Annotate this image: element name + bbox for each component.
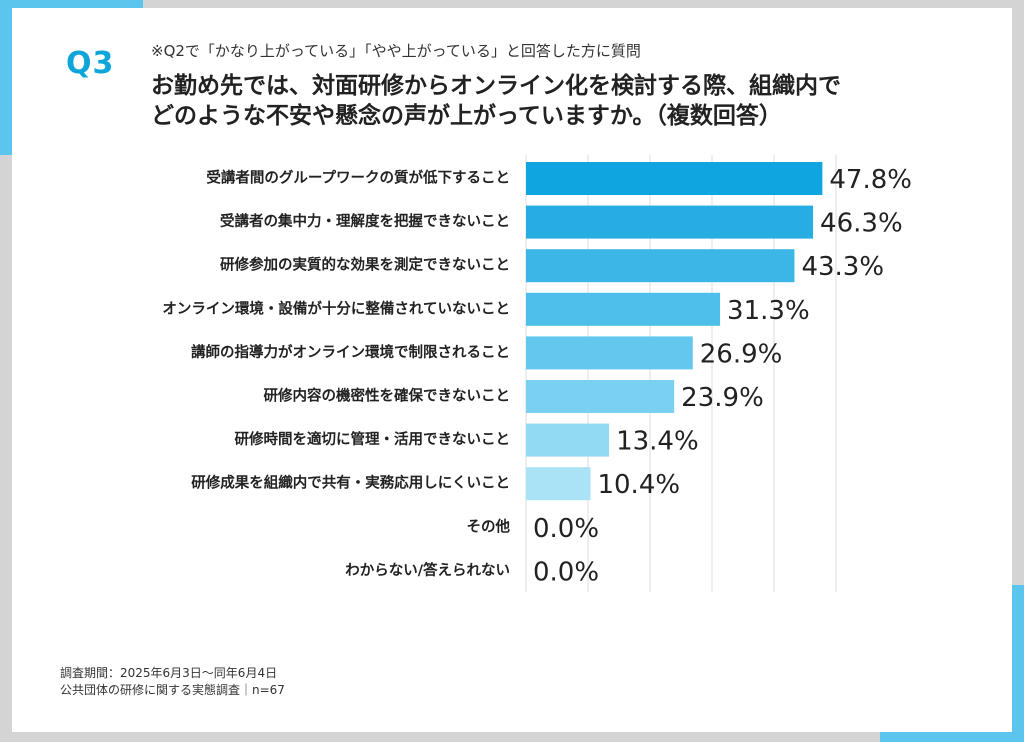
question-text-line-2: どのような不安や懸念の声が上がっていますか。（複数回答） <box>151 103 782 129</box>
bar-2 <box>526 249 795 283</box>
question-note: ※Q2で「かなり上がっている」「やや上がっている」と回答した方に質問 <box>151 42 641 60</box>
content-card <box>12 8 1012 732</box>
bars <box>526 162 823 501</box>
bar-3 <box>526 292 721 326</box>
category-label-6: 研修時間を適切に管理・活用できないこと <box>235 430 511 448</box>
accent-bar-left <box>0 0 12 155</box>
value-label-5: 23.9% <box>681 383 764 413</box>
category-label-4: 講師の指導力がオンライン環境で制限されること <box>191 343 510 361</box>
bar-4 <box>526 336 693 370</box>
category-label-9: わからない/答えられない <box>345 561 510 579</box>
bar-1 <box>526 205 814 239</box>
value-label-1: 46.3% <box>820 209 903 239</box>
question-text-line-1: お勤め先では、対面研修からオンライン化を検討する際、組織内で <box>151 73 841 99</box>
value-label-3: 31.3% <box>727 296 810 326</box>
accent-bar-right <box>1012 585 1024 742</box>
category-label-5: 研修内容の機密性を確保できないこと <box>264 387 511 405</box>
bar-0 <box>526 162 823 195</box>
question-number: Q3 <box>66 46 115 81</box>
accent-bar-bottom <box>880 732 1024 742</box>
value-label-4: 26.9% <box>700 339 783 369</box>
bar-5 <box>526 380 675 413</box>
category-label-1: 受講者の集中力・理解度を把握できないこと <box>220 212 510 230</box>
bar-7 <box>526 467 591 501</box>
category-label-3: オンライン環境・設備が十分に整備されていないこと <box>162 299 510 317</box>
category-label-0: 受講者間のグループワークの質が低下すること <box>206 169 510 187</box>
value-label-8: 0.0% <box>533 514 599 544</box>
value-label-2: 43.3% <box>801 252 884 282</box>
category-label-8: その他 <box>467 517 511 535</box>
labels: 受講者間のグループワークの質が低下すること 47.8% 受講者の集中力・理解度を把握… <box>162 165 912 587</box>
survey-name: 公共団体の研修に関する実態調査｜n=67 <box>60 683 285 697</box>
value-label-7: 10.4% <box>597 470 680 500</box>
value-label-6: 13.4% <box>616 427 699 457</box>
bar-6 <box>526 423 610 457</box>
value-label-0: 47.8% <box>829 165 912 195</box>
category-label-2: 研修参加の実質的な効果を測定できないこと <box>220 256 510 274</box>
value-label-9: 0.0% <box>533 557 599 587</box>
category-label-7: 研修成果を組織内で共有・実務応用しにくいこと <box>191 474 510 492</box>
survey-period: 調査期間：2025年6月3日～同年6月4日 <box>60 666 278 680</box>
